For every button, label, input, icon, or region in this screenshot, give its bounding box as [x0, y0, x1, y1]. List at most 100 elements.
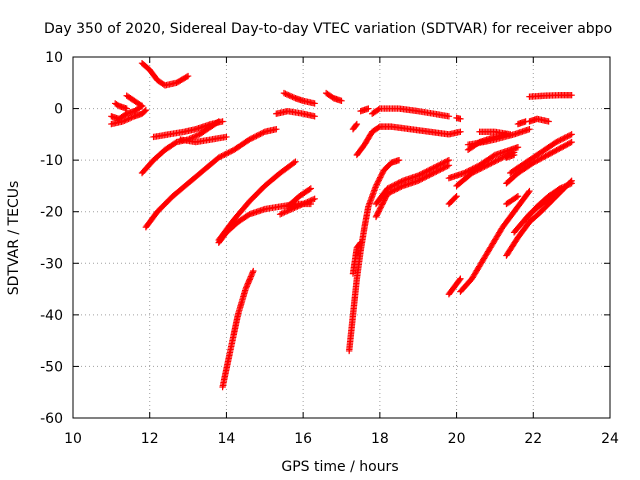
- data-point: [445, 156, 453, 164]
- data-point: [365, 105, 372, 112]
- data-point: [193, 132, 200, 139]
- series-arc37: [507, 131, 575, 177]
- data-point: [545, 118, 552, 125]
- series-arc26: [453, 114, 464, 123]
- data-point: [468, 169, 476, 177]
- data-point: [251, 133, 259, 140]
- data-point: [287, 93, 295, 100]
- data-point: [374, 179, 381, 187]
- x-tick-label: 12: [141, 431, 159, 447]
- data-point: [307, 185, 315, 192]
- y-tick-label: 10: [45, 50, 63, 66]
- data-point: [222, 150, 229, 158]
- data-point: [257, 130, 264, 138]
- data-point: [488, 159, 495, 167]
- y-tick-label: -10: [40, 153, 63, 169]
- plot-frame: [72, 56, 611, 419]
- data-point: [141, 107, 149, 115]
- data-point: [567, 131, 574, 139]
- data-point: [514, 193, 522, 200]
- data-point: [276, 211, 284, 218]
- data-point: [498, 155, 505, 162]
- data-point: [379, 170, 386, 177]
- series-arc08: [150, 118, 226, 141]
- series-arc38: [503, 193, 522, 208]
- data-point: [372, 182, 380, 190]
- data-point: [445, 113, 453, 120]
- data-point: [279, 209, 287, 217]
- data-point: [385, 184, 393, 192]
- data-point: [442, 158, 450, 165]
- data-point: [388, 183, 395, 190]
- series-arc18: [345, 156, 403, 355]
- data-point: [123, 116, 131, 123]
- data-point: [305, 198, 313, 205]
- data-point: [553, 146, 560, 154]
- y-tick-label: -50: [40, 359, 63, 375]
- data-point: [290, 159, 298, 166]
- series-arc23: [368, 105, 453, 120]
- x-tick-label: 14: [218, 431, 236, 447]
- series-arc13: [273, 107, 318, 120]
- y-tick-label: -20: [40, 205, 63, 221]
- data-point: [301, 200, 308, 207]
- data-point: [554, 138, 561, 145]
- data-point: [285, 91, 292, 99]
- data-point: [297, 202, 304, 209]
- data-point: [484, 162, 491, 169]
- data-point: [415, 172, 422, 179]
- data-point: [311, 195, 318, 203]
- data-point: [292, 204, 300, 211]
- data-point: [288, 205, 295, 213]
- data-point: [260, 129, 267, 136]
- data-point: [122, 116, 129, 124]
- data-point: [258, 129, 266, 137]
- data-point: [223, 150, 231, 157]
- data-point: [253, 132, 260, 140]
- data-point: [338, 97, 345, 105]
- data-point: [495, 156, 502, 163]
- data-point: [421, 168, 429, 176]
- data-point: [561, 134, 568, 142]
- data-point: [302, 199, 310, 206]
- data-point: [121, 117, 128, 125]
- data-point: [273, 126, 280, 133]
- data-point: [491, 158, 498, 165]
- data-point: [471, 168, 478, 175]
- data-point: [394, 180, 401, 187]
- data-point: [218, 152, 225, 160]
- data-point: [554, 146, 562, 153]
- data-point: [377, 172, 385, 180]
- series-arc30: [453, 149, 518, 190]
- data-point: [565, 140, 573, 147]
- data-point: [377, 174, 384, 181]
- x-tick-label: 22: [524, 431, 542, 447]
- data-point: [304, 198, 311, 206]
- series-arc17: [322, 89, 345, 105]
- data-point: [565, 181, 572, 188]
- data-point: [547, 149, 555, 157]
- data-point: [419, 170, 426, 177]
- data-point: [416, 171, 423, 179]
- data-point: [555, 186, 563, 193]
- data-point: [557, 136, 564, 144]
- series-arc25: [372, 156, 453, 208]
- data-point: [119, 118, 127, 125]
- data-point: [387, 183, 394, 191]
- data-point: [567, 180, 574, 188]
- data-point: [392, 181, 400, 188]
- data-point: [430, 164, 437, 172]
- data-point: [256, 131, 263, 138]
- data-point: [398, 178, 405, 185]
- y-tick-label: -60: [40, 411, 63, 427]
- data-point: [510, 151, 518, 159]
- data-point: [534, 157, 541, 164]
- data-point: [557, 144, 564, 152]
- data-point: [560, 135, 567, 142]
- data-point: [247, 135, 255, 143]
- series-arc07: [142, 126, 280, 231]
- series-arc20: [349, 120, 361, 133]
- data-point: [223, 133, 230, 141]
- series-arc15: [276, 195, 318, 218]
